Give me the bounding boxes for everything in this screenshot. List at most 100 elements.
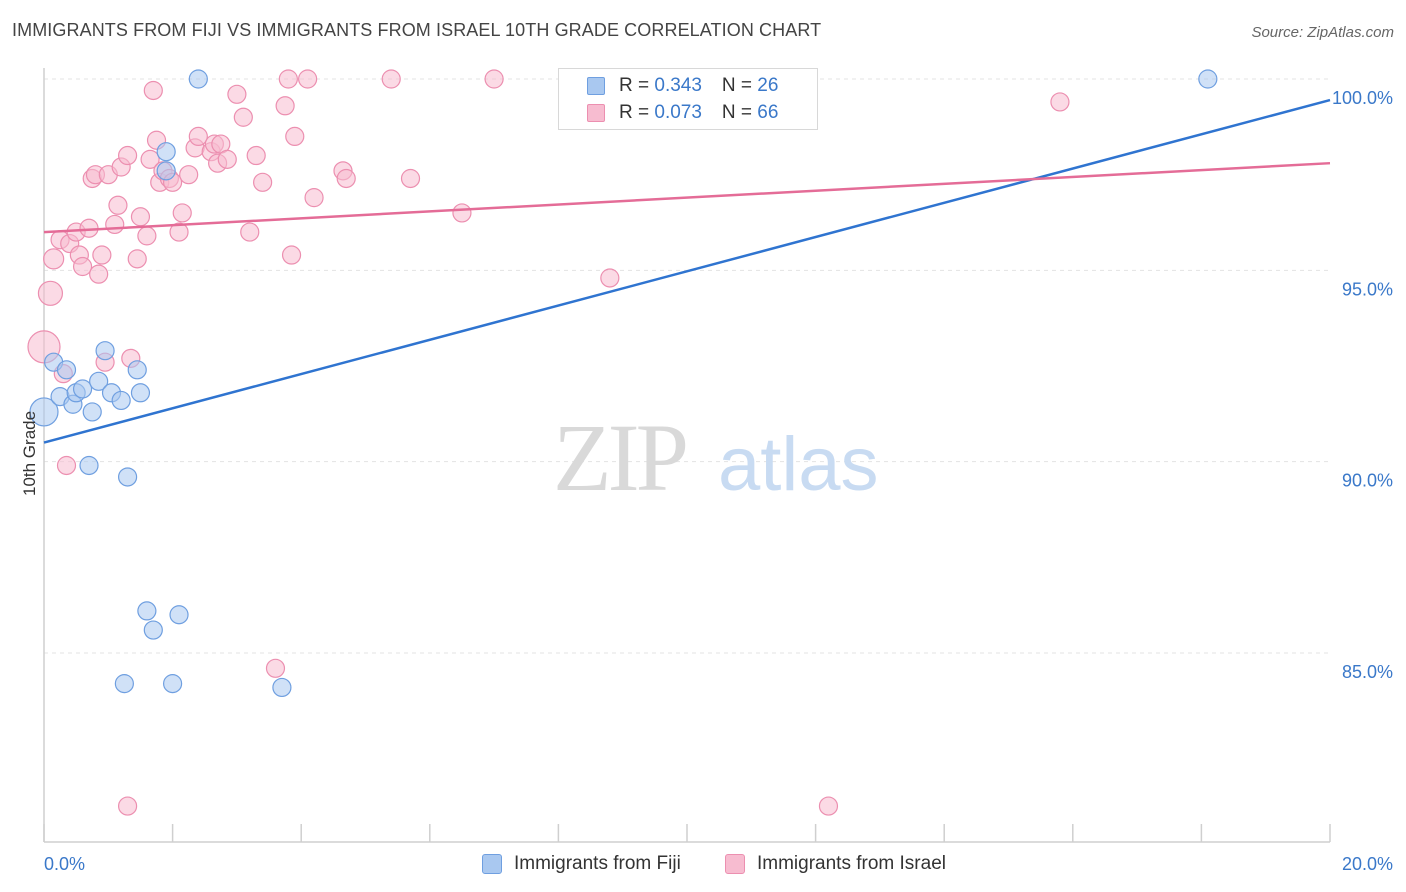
fiji-point bbox=[95, 341, 115, 361]
israel-point bbox=[130, 207, 151, 227]
israel-point bbox=[304, 188, 324, 208]
legend-item-israel[interactable]: Immigrants from Israel bbox=[725, 850, 946, 878]
fiji-point bbox=[56, 360, 77, 380]
israel-point bbox=[1050, 92, 1070, 112]
israel-point bbox=[285, 126, 305, 146]
fiji-r-value: 0.343 bbox=[654, 75, 702, 96]
legend-israel-label: Immigrants from Israel bbox=[757, 853, 946, 874]
fiji-point bbox=[156, 142, 176, 162]
fiji-point bbox=[156, 161, 176, 181]
fiji-point bbox=[272, 677, 292, 698]
israel-n-label: N = bbox=[721, 102, 758, 123]
israel-point bbox=[275, 96, 295, 116]
israel-trend-line bbox=[43, 161, 1331, 234]
israel-point bbox=[140, 149, 160, 169]
legend-israel-swatch bbox=[725, 854, 745, 874]
trend-lines bbox=[43, 98, 1331, 444]
israel-point bbox=[818, 796, 839, 816]
fiji-r-label: R = bbox=[619, 75, 655, 96]
fiji-n-value: 26 bbox=[757, 75, 779, 96]
israel-point bbox=[172, 203, 192, 223]
y-tick-label: 90.0% bbox=[1342, 471, 1393, 491]
israel-point bbox=[298, 69, 318, 89]
legend-row-fiji: R = 0.343 N = 26 bbox=[587, 74, 778, 98]
fiji-point bbox=[111, 390, 131, 411]
watermark-zip: ZIP bbox=[553, 404, 686, 511]
israel-point bbox=[169, 222, 189, 242]
israel-point bbox=[105, 214, 125, 235]
x-tick-label-max: 20.0% bbox=[1342, 854, 1393, 874]
correlation-legend: R = 0.343 N = 26 R = 0.073 N = 66 bbox=[558, 68, 818, 130]
israel-point bbox=[281, 245, 302, 265]
israel-swatch bbox=[587, 104, 605, 122]
israel-point bbox=[278, 69, 298, 89]
fiji-point bbox=[89, 371, 109, 391]
fiji-point bbox=[114, 674, 134, 694]
israel-point bbox=[108, 195, 128, 215]
israel-point bbox=[89, 264, 109, 284]
israel-point bbox=[381, 69, 401, 89]
fiji-point bbox=[29, 397, 59, 427]
israel-point bbox=[137, 226, 157, 246]
series-israel-points bbox=[27, 69, 1070, 816]
fiji-point bbox=[143, 620, 163, 640]
israel-point bbox=[336, 168, 356, 189]
series-fiji-points bbox=[29, 69, 1218, 698]
y-tick-label: 100.0% bbox=[1332, 88, 1393, 108]
fiji-point bbox=[117, 467, 138, 487]
y-tick-label: 95.0% bbox=[1342, 279, 1393, 299]
fiji-point bbox=[72, 379, 93, 399]
israel-point bbox=[143, 80, 163, 101]
israel-point bbox=[400, 168, 421, 189]
fiji-n-label: N = bbox=[721, 75, 758, 96]
x-tick-labels: 0.0% 20.0% bbox=[44, 854, 1393, 874]
watermark: ZIP atlas bbox=[553, 404, 879, 511]
israel-point bbox=[217, 149, 237, 169]
fiji-point bbox=[1198, 69, 1218, 89]
fiji-swatch bbox=[587, 77, 605, 95]
chart-title: IMMIGRANTS FROM FIJI VS IMMIGRANTS FROM … bbox=[12, 20, 822, 40]
fiji-point bbox=[79, 455, 99, 476]
israel-point bbox=[37, 280, 64, 306]
israel-point bbox=[484, 69, 504, 89]
israel-n-value: 66 bbox=[757, 102, 779, 123]
israel-point bbox=[265, 658, 286, 678]
fiji-point bbox=[137, 601, 157, 621]
israel-point bbox=[117, 796, 138, 816]
israel-point bbox=[43, 248, 65, 270]
fiji-point bbox=[127, 360, 147, 380]
fiji-point bbox=[82, 402, 102, 422]
israel-point bbox=[227, 84, 247, 104]
israel-point bbox=[253, 172, 273, 192]
israel-point bbox=[188, 126, 208, 146]
legend-fiji-label: Immigrants from Fiji bbox=[514, 853, 681, 874]
y-axis-title: 10th Grade bbox=[20, 410, 39, 496]
legend-item-fiji[interactable]: Immigrants from Fiji bbox=[482, 850, 681, 878]
israel-point bbox=[179, 165, 199, 185]
israel-point bbox=[127, 249, 147, 269]
israel-point bbox=[72, 256, 93, 277]
axes bbox=[43, 68, 1331, 843]
israel-point bbox=[56, 455, 77, 476]
fiji-trend-line bbox=[43, 98, 1331, 444]
israel-point bbox=[246, 145, 266, 166]
israel-r-label: R = bbox=[619, 102, 655, 123]
fiji-point bbox=[169, 605, 189, 625]
fiji-point bbox=[130, 383, 151, 403]
legend-row-israel: R = 0.073 N = 66 bbox=[587, 101, 778, 125]
y-tick-labels: 85.0% 90.0% 95.0% 100.0% bbox=[1332, 88, 1393, 682]
israel-point bbox=[92, 245, 112, 265]
israel-point bbox=[452, 203, 472, 223]
gridlines bbox=[44, 78, 1330, 654]
fiji-point bbox=[163, 674, 183, 694]
y-tick-label: 85.0% bbox=[1342, 662, 1393, 682]
x-tick-label-min: 0.0% bbox=[44, 854, 85, 874]
israel-point bbox=[240, 222, 260, 242]
legend-fiji-swatch bbox=[482, 854, 502, 874]
source-label: Source: ZipAtlas.com bbox=[1251, 24, 1394, 41]
fiji-point bbox=[188, 69, 208, 89]
watermark-atlas: atlas bbox=[718, 422, 879, 507]
israel-r-value: 0.073 bbox=[654, 102, 702, 123]
israel-point bbox=[233, 107, 253, 127]
